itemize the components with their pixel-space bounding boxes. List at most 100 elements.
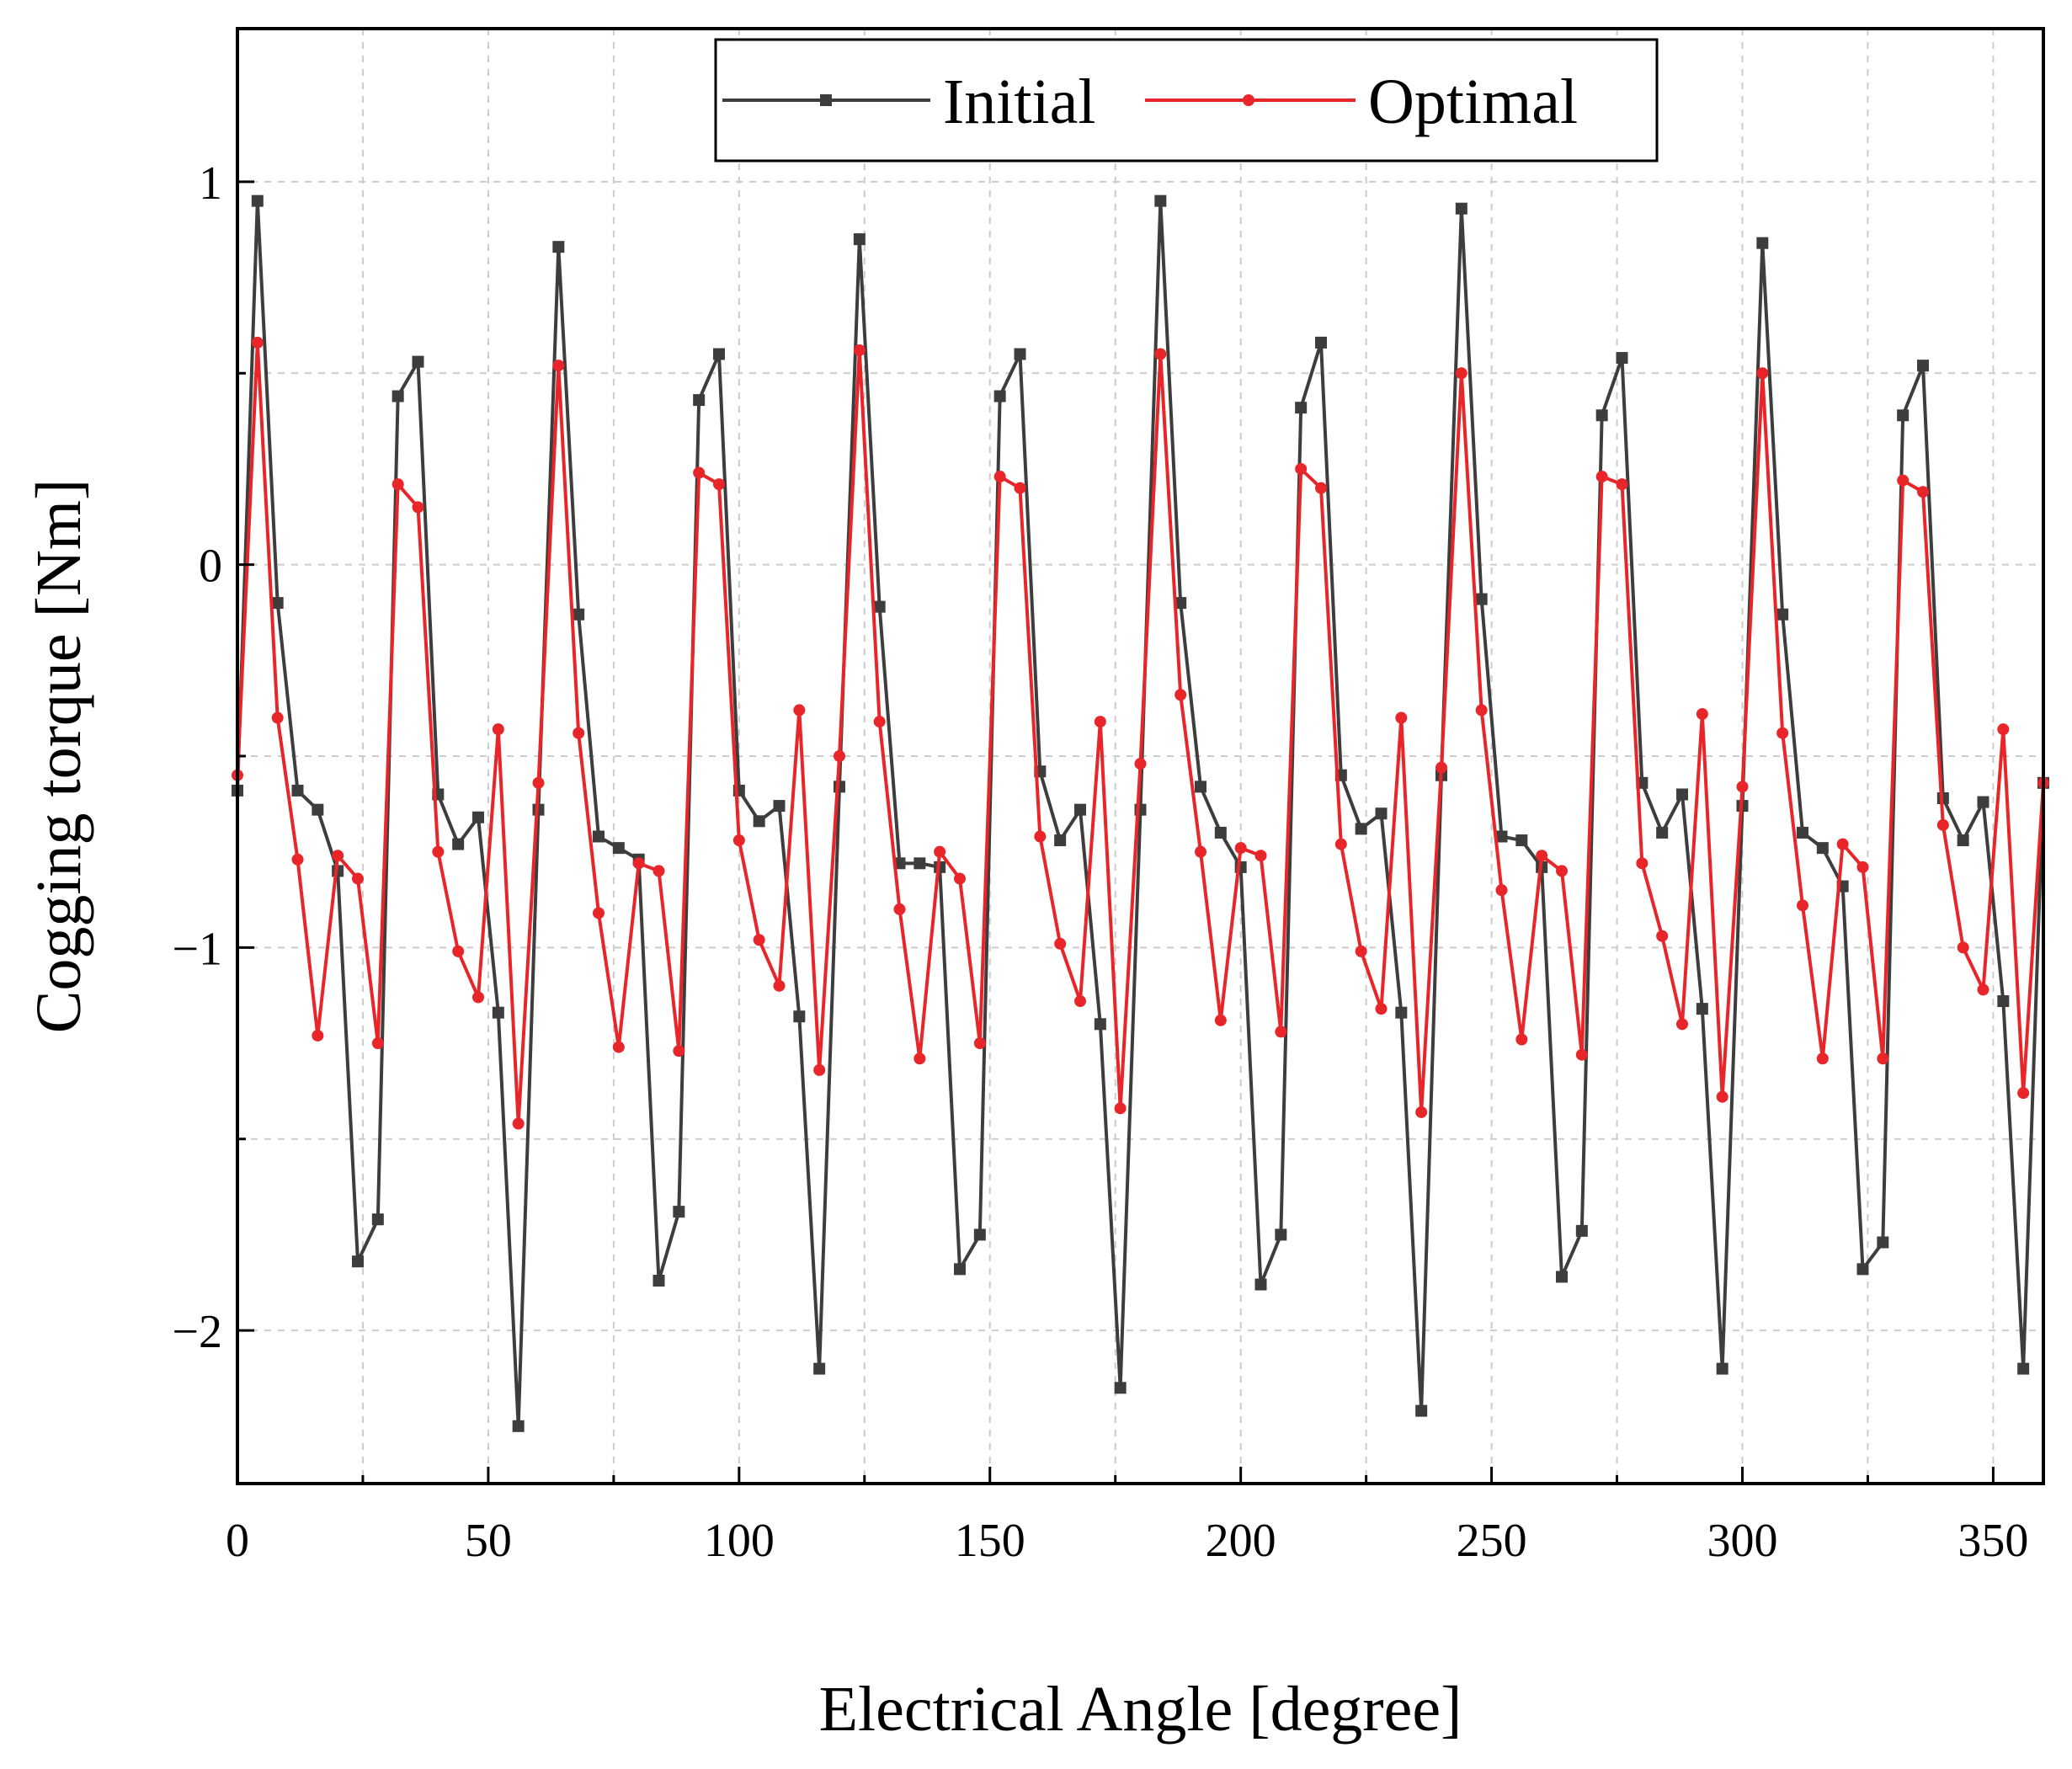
data-point-initial — [512, 1420, 525, 1432]
data-point-optimal — [1556, 865, 1568, 877]
data-point-optimal — [1977, 983, 1989, 996]
data-point-initial — [913, 857, 926, 870]
data-point-optimal — [1575, 1048, 1588, 1061]
data-point-optimal — [1395, 711, 1408, 724]
data-point-initial — [412, 355, 424, 368]
x-tick-label: 300 — [1707, 1515, 1778, 1567]
data-point-optimal — [492, 723, 504, 736]
data-point-optimal — [1114, 1102, 1127, 1115]
data-point-optimal — [813, 1063, 826, 1076]
data-point-optimal — [1174, 689, 1187, 701]
data-point-optimal — [1616, 478, 1628, 491]
data-point-initial — [1776, 608, 1789, 621]
data-point-initial — [1295, 402, 1308, 414]
data-point-initial — [1375, 807, 1388, 820]
data-point-optimal — [1455, 367, 1467, 380]
data-point-optimal — [1656, 930, 1669, 942]
data-point-initial — [1455, 202, 1467, 215]
data-point-optimal — [753, 934, 765, 946]
data-point-initial — [612, 842, 625, 855]
data-point-optimal — [1154, 348, 1167, 360]
data-point-optimal — [432, 845, 445, 858]
y-tick-label: 0 — [199, 541, 222, 593]
data-point-initial — [973, 1228, 986, 1241]
data-point-initial — [713, 348, 725, 360]
legend-marker-initial — [820, 94, 832, 106]
data-point-optimal — [993, 471, 1006, 483]
data-point-initial — [1997, 995, 2010, 1008]
data-point-optimal — [1195, 845, 1206, 858]
data-point-optimal — [251, 336, 264, 349]
data-point-initial — [312, 803, 324, 816]
data-point-optimal — [713, 478, 725, 491]
series-optimal — [232, 336, 2049, 1130]
data-point-optimal — [834, 750, 845, 762]
y-tick-label: −1 — [172, 923, 222, 975]
x-tick-label: 50 — [465, 1515, 512, 1567]
data-point-optimal — [1696, 707, 1708, 720]
data-point-initial — [1676, 788, 1688, 801]
x-tick-label: 150 — [955, 1515, 1025, 1567]
data-point-initial — [391, 390, 404, 402]
data-point-initial — [1575, 1224, 1588, 1237]
data-point-initial — [371, 1213, 384, 1226]
data-point-optimal — [1014, 482, 1026, 494]
data-point-optimal — [793, 704, 806, 717]
data-point-optimal — [1897, 474, 1910, 487]
data-point-optimal — [1636, 857, 1649, 870]
data-point-initial — [1395, 1006, 1408, 1019]
data-point-optimal — [552, 360, 565, 372]
data-point-initial — [1315, 336, 1327, 349]
data-point-initial — [1154, 194, 1167, 207]
data-point-optimal — [853, 344, 866, 356]
data-point-initial — [873, 600, 886, 613]
data-point-optimal — [913, 1052, 926, 1065]
y-tick-label: 1 — [199, 157, 222, 210]
data-point-initial — [1174, 597, 1187, 610]
data-point-optimal — [1595, 471, 1608, 483]
data-point-optimal — [1234, 842, 1247, 855]
data-point-initial — [552, 241, 565, 253]
data-point-optimal — [1375, 1003, 1388, 1015]
data-point-initial — [693, 394, 706, 407]
data-point-optimal — [954, 872, 966, 885]
data-point-optimal — [1094, 716, 1106, 728]
data-point-optimal — [371, 1037, 384, 1050]
data-point-initial — [1856, 1263, 1869, 1276]
data-point-initial — [1877, 1236, 1889, 1249]
data-point-optimal — [632, 857, 645, 870]
axis-ticks: 0 50 100 150 200 250 300 350 1 0 −1 −2 — [172, 157, 2028, 1567]
x-tick-label: 250 — [1457, 1515, 1527, 1567]
data-point-initial — [271, 597, 284, 610]
legend: Initial Optimal — [714, 38, 1659, 163]
x-tick-label: 0 — [226, 1515, 249, 1567]
data-point-optimal — [312, 1029, 324, 1042]
data-point-initial — [352, 1255, 364, 1268]
data-point-initial — [1957, 834, 1969, 847]
data-point-initial — [492, 1006, 504, 1019]
data-point-optimal — [973, 1037, 986, 1050]
data-point-optimal — [1415, 1106, 1428, 1118]
data-point-optimal — [1495, 884, 1508, 897]
data-point-initial — [472, 811, 484, 823]
data-point-optimal — [612, 1041, 625, 1053]
data-point-optimal — [1214, 1014, 1227, 1026]
data-point-optimal — [1254, 850, 1267, 862]
data-point-initial — [1515, 834, 1528, 847]
data-point-optimal — [391, 478, 404, 491]
data-point-initial — [652, 1274, 665, 1287]
data-point-initial — [593, 830, 605, 843]
data-point-optimal — [271, 711, 284, 724]
data-point-optimal — [573, 727, 585, 739]
data-point-optimal — [352, 872, 364, 885]
data-point-optimal — [532, 776, 545, 789]
x-tick-label: 200 — [1206, 1515, 1276, 1567]
legend-label-optimal: Optimal — [1368, 67, 1578, 137]
data-point-optimal — [1536, 850, 1548, 862]
data-point-initial — [1094, 1018, 1106, 1031]
data-point-initial — [813, 1362, 826, 1375]
data-point-optimal — [1716, 1090, 1728, 1103]
data-point-initial — [1897, 409, 1910, 422]
data-point-initial — [1716, 1362, 1728, 1375]
